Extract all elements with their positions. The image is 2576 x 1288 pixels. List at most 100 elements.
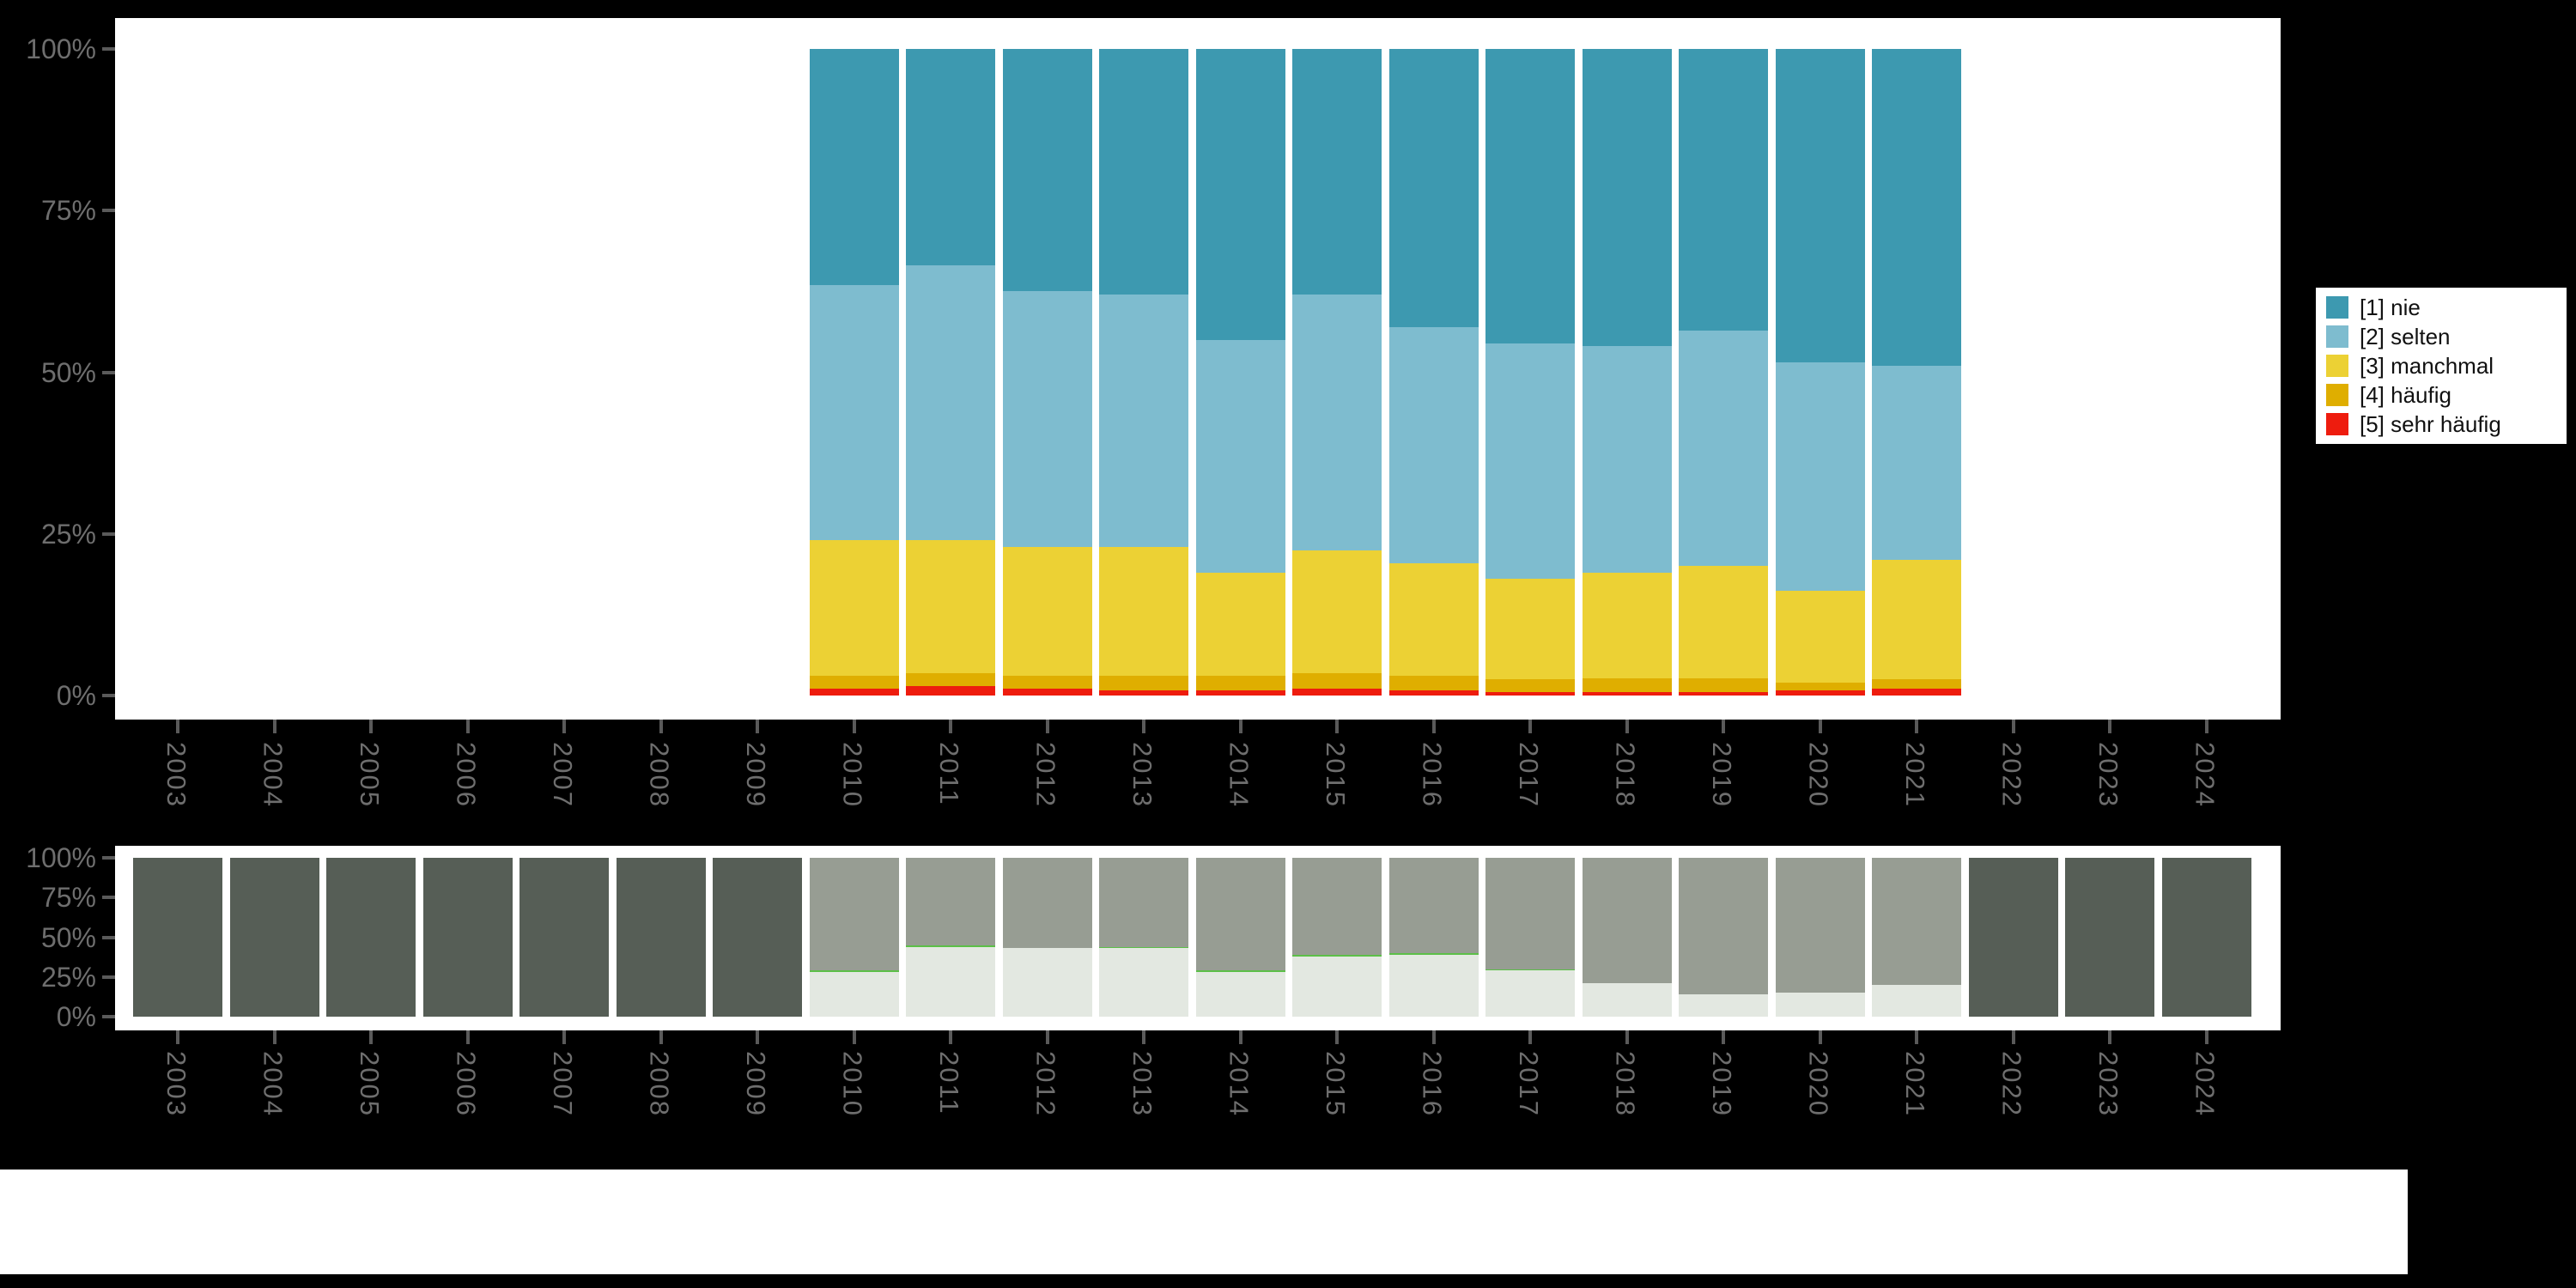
legend-item: [5] sehr häufig <box>2326 410 2556 438</box>
x-tick-mark <box>1431 1030 1436 1044</box>
bar-segment-sehr-haeufig <box>1099 690 1188 696</box>
bar-segment-manchmal <box>1388 562 1479 677</box>
bar-2019 <box>1679 49 1768 696</box>
bar-segment-code-minus-8 <box>326 858 416 1017</box>
bar-2016 <box>1388 49 1479 696</box>
bar-segment-sehr-haeufig <box>1775 690 1865 696</box>
x-tick-label-2008: 2008 <box>644 1051 675 1117</box>
x-tick-label-2015: 2015 <box>1321 742 1351 808</box>
x-tick-mark <box>1045 720 1049 733</box>
y-tick-mark <box>102 694 115 697</box>
bar-2010 <box>809 858 899 1017</box>
bar-2021 <box>1872 49 1961 696</box>
x-tick-label-2018: 2018 <box>1610 1051 1641 1117</box>
x-tick-label-2015: 2015 <box>1321 1051 1351 1117</box>
x-tick-label-2018: 2018 <box>1610 742 1641 808</box>
x-tick-label-2023: 2023 <box>2093 1051 2123 1117</box>
bar-segment-nie <box>1292 49 1382 295</box>
x-tick-label-2013: 2013 <box>1127 742 1157 808</box>
bar-segment-haeufig <box>1775 682 1865 690</box>
bar-segment-selten <box>906 265 995 541</box>
x-tick-label-2022: 2022 <box>1996 742 2027 808</box>
x-tick-label-2004: 2004 <box>258 742 289 808</box>
bar-segment-haeufig <box>1388 676 1479 690</box>
bar-segment-valid <box>1002 948 1092 1017</box>
legend-label: [5] sehr häufig <box>2360 410 2501 437</box>
bar-segment-code-minus-8 <box>2065 858 2154 1017</box>
x-tick-label-2011: 2011 <box>934 1051 964 1115</box>
x-tick-mark <box>659 720 663 733</box>
bar-segment-manchmal <box>1485 579 1575 680</box>
y-tick-mark <box>102 896 115 900</box>
y-tick-label: 0% <box>56 1001 96 1032</box>
x-tick-label-2006: 2006 <box>451 1051 482 1117</box>
bar-segment-code-minus-1 <box>1292 954 1382 957</box>
x-tick-label-2005: 2005 <box>355 742 385 808</box>
x-tick-label-2012: 2012 <box>1030 742 1061 808</box>
bar-segment-nie <box>906 49 995 266</box>
bar-2008 <box>616 858 706 1017</box>
x-tick-label-2014: 2014 <box>1224 742 1255 808</box>
bar-segment-valid <box>1099 948 1188 1017</box>
bar-segment-manchmal <box>809 540 899 677</box>
x-tick-mark <box>369 720 373 733</box>
x-tick-mark <box>1818 720 1822 733</box>
y-tick-label: 100% <box>26 33 96 64</box>
bar-segment-haeufig <box>1292 672 1382 690</box>
bar-segment-nie <box>1775 49 1865 363</box>
bar-segment-valid <box>1485 970 1575 1017</box>
bar-segment-manchmal <box>1099 546 1188 677</box>
x-tick-label-2006: 2006 <box>451 742 482 808</box>
bar-2018 <box>1582 49 1672 696</box>
x-tick-label-2011: 2011 <box>934 742 964 806</box>
x-tick-label-2020: 2020 <box>1803 742 1834 808</box>
bar-segment-sehr-haeufig <box>1195 690 1285 696</box>
bar-segment-code-minus-5 <box>809 858 899 971</box>
x-tick-mark <box>465 720 470 733</box>
legend-swatch-icon <box>2326 296 2348 319</box>
x-tick-label-2010: 2010 <box>837 742 868 808</box>
bar-segment-selten <box>1388 326 1479 563</box>
x-tick-mark <box>2204 720 2208 733</box>
y-tick-mark <box>102 370 115 374</box>
x-tick-label-2013: 2013 <box>1127 1051 1157 1117</box>
y-tick-label: 25% <box>40 518 96 550</box>
bar-segment-code-minus-5 <box>1388 858 1479 953</box>
bar-segment-manchmal <box>1679 566 1768 678</box>
x-tick-label-2023: 2023 <box>2093 742 2123 808</box>
bar-2013 <box>1099 858 1188 1017</box>
y-tick-mark <box>102 975 115 979</box>
bar-segment-manchmal <box>1582 572 1672 678</box>
bar-segment-code-minus-8 <box>229 858 319 1017</box>
bar-segment-sehr-haeufig <box>1582 692 1672 696</box>
x-tick-mark <box>272 720 276 733</box>
y-tick-label: 75% <box>40 195 96 227</box>
x-tick-mark <box>1238 1030 1242 1044</box>
bar-2022 <box>1968 858 2058 1017</box>
bar-segment-haeufig <box>906 672 995 686</box>
bar-segment-valid <box>1872 985 1961 1017</box>
x-tick-label-2021: 2021 <box>1900 1051 1930 1117</box>
bar-segment-haeufig <box>1485 679 1575 693</box>
bar-segment-code-minus-5 <box>1195 858 1285 971</box>
bar-segment-selten <box>1775 362 1865 591</box>
y-tick-label: 100% <box>26 842 96 873</box>
bar-segment-code-minus-5 <box>1582 858 1672 984</box>
bar-segment-haeufig <box>809 676 899 690</box>
bar-2010 <box>809 49 899 696</box>
bar-2005 <box>326 858 416 1017</box>
bar-segment-selten <box>809 284 899 541</box>
bar-segment-manchmal <box>1195 572 1285 677</box>
x-tick-mark <box>756 1030 759 1044</box>
x-tick-mark <box>562 720 566 733</box>
bar-segment-valid <box>1292 956 1382 1017</box>
y-tick-label: 50% <box>40 356 96 388</box>
x-tick-label-2024: 2024 <box>2190 1051 2221 1117</box>
bar-segment-nie <box>1195 49 1285 340</box>
bar-segment-selten <box>1679 330 1768 567</box>
x-tick-label-2016: 2016 <box>1417 1051 1448 1117</box>
bar-segment-code-minus-5 <box>1002 858 1092 949</box>
x-tick-label-2019: 2019 <box>1707 1051 1737 1117</box>
bar-segment-code-minus-8 <box>2161 858 2251 1017</box>
missing-codes-legend: [-8] Frage in diesem Jahr nicht Teil des… <box>0 1170 2408 1274</box>
